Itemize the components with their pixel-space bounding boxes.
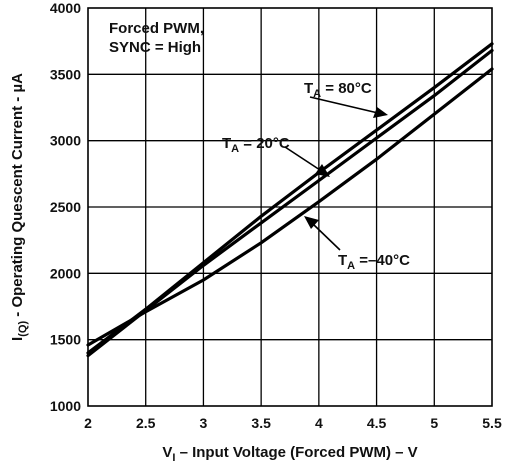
leader-neg40c: [313, 224, 341, 251]
x-axis-title-sub: I: [172, 452, 175, 464]
y-axis-title-rest: - Operating Quescent Current - µA: [9, 73, 26, 321]
x-tick-label: 2: [84, 415, 92, 431]
series-layer: [86, 42, 494, 358]
leader-80c: [309, 96, 379, 114]
series-label-80c-sub: A: [313, 88, 321, 100]
x-tick-label: 4: [315, 415, 323, 431]
x-tick-label: 3.5: [251, 415, 271, 431]
x-tick-label: 4.5: [367, 415, 387, 431]
x-axis-title-main: V: [162, 444, 172, 461]
condition-line-1: Forced PWM,: [109, 20, 204, 37]
y-axis-title: I(Q) - Operating Quescent Current - µA: [9, 73, 29, 341]
arrowhead-80c: [373, 107, 388, 118]
series-label-20c-sub: A: [231, 143, 239, 155]
series-label-20c-rest: = 20°C: [239, 135, 290, 152]
x-tick-label: 2.5: [136, 415, 156, 431]
series-label-neg40c-sub: A: [347, 260, 355, 272]
y-tick-label: 2500: [50, 199, 81, 215]
y-tick-label: 4000: [50, 0, 81, 16]
x-axis-title-rest: – Input Voltage (Forced PWM) – V: [175, 444, 417, 461]
series-label-80c-main: T: [304, 80, 313, 97]
y-tick-label: 2000: [50, 265, 81, 281]
leader-20c: [284, 146, 321, 171]
y-tick-label: 3500: [50, 66, 81, 82]
series-label-neg40c-main: T: [338, 252, 347, 269]
series-labels: TA = 80°C TA = 20°C TA =–40°C: [222, 80, 410, 272]
series-label-20c: TA = 20°C: [222, 135, 290, 155]
y-tick-label: 3000: [50, 133, 81, 149]
arrowhead-20c: [315, 164, 330, 177]
series-label-neg40c-rest: =–40°C: [355, 252, 410, 269]
series-label-neg40c: TA =–40°C: [338, 252, 410, 272]
x-tick-label: 3: [200, 415, 208, 431]
x-tick-label: 5: [430, 415, 438, 431]
y-tick-label: 1500: [50, 332, 81, 348]
series-label-80c-rest: = 80°C: [321, 80, 372, 97]
x-axis-title: VI – Input Voltage (Forced PWM) – V: [162, 444, 417, 464]
series-label-20c-main: T: [222, 135, 231, 152]
series-line-1: [86, 48, 494, 358]
arrowhead-neg40c: [304, 216, 319, 229]
series-line-2: [86, 67, 494, 347]
series-label-80c: TA = 80°C: [304, 80, 372, 100]
tick-labels: 2 2.5 3 3.5 4 4.5 5 5.5 1000 1500 2000 2500 3000 3500…: [50, 0, 502, 431]
y-axis-title-main: I: [9, 337, 26, 341]
y-tick-label: 1000: [50, 398, 81, 414]
grid: [88, 8, 492, 406]
condition-line-2: SYNC = High: [109, 39, 201, 56]
y-axis-title-sub: (Q): [17, 321, 29, 337]
x-tick-label: 5.5: [482, 415, 502, 431]
plot-frame: [87, 7, 493, 407]
